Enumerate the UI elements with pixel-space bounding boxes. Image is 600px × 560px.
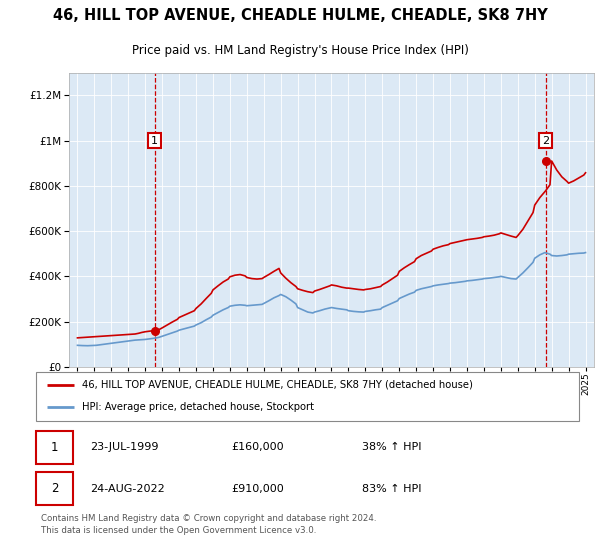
Text: £160,000: £160,000 — [232, 442, 284, 452]
Text: 1: 1 — [51, 441, 58, 454]
Text: 38% ↑ HPI: 38% ↑ HPI — [362, 442, 421, 452]
FancyBboxPatch shape — [36, 372, 579, 421]
FancyBboxPatch shape — [36, 431, 73, 464]
Text: 46, HILL TOP AVENUE, CHEADLE HULME, CHEADLE, SK8 7HY (detached house): 46, HILL TOP AVENUE, CHEADLE HULME, CHEA… — [82, 380, 473, 390]
Text: 46, HILL TOP AVENUE, CHEADLE HULME, CHEADLE, SK8 7HY: 46, HILL TOP AVENUE, CHEADLE HULME, CHEA… — [53, 8, 547, 23]
Text: Price paid vs. HM Land Registry's House Price Index (HPI): Price paid vs. HM Land Registry's House … — [131, 44, 469, 57]
Text: 24-AUG-2022: 24-AUG-2022 — [91, 484, 165, 494]
Text: 1: 1 — [151, 136, 158, 146]
Text: HPI: Average price, detached house, Stockport: HPI: Average price, detached house, Stoc… — [82, 402, 314, 412]
Text: 2: 2 — [51, 482, 58, 496]
Text: 83% ↑ HPI: 83% ↑ HPI — [362, 484, 421, 494]
FancyBboxPatch shape — [36, 472, 73, 506]
Text: £910,000: £910,000 — [232, 484, 284, 494]
Text: Contains HM Land Registry data © Crown copyright and database right 2024.
This d: Contains HM Land Registry data © Crown c… — [41, 514, 377, 535]
Text: 23-JUL-1999: 23-JUL-1999 — [91, 442, 159, 452]
Text: 2: 2 — [542, 136, 549, 146]
